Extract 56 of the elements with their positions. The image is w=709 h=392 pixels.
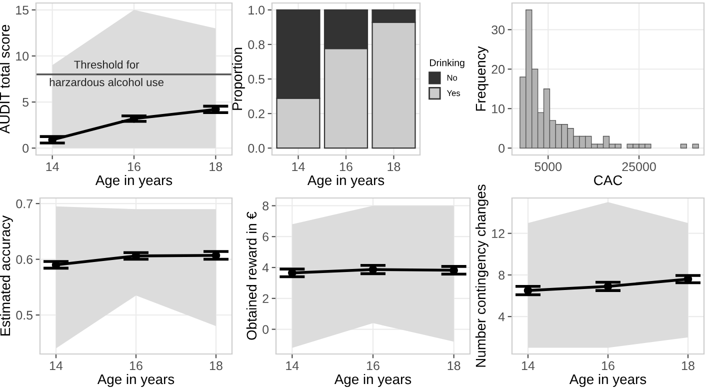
legend-title: Drinking: [430, 59, 464, 68]
y-tick-label: 0: [22, 144, 29, 153]
x-tick-label: 16: [602, 361, 614, 370]
y-tick-label: 0.6: [16, 255, 33, 264]
y-tick-label: 0.0: [248, 144, 265, 153]
y-tick-label: 20: [492, 64, 505, 74]
x-tick-label: 18: [210, 361, 222, 370]
y-tick-label: 2: [262, 294, 268, 303]
y-tick-label: 10: [16, 52, 29, 61]
legend-label: No: [447, 74, 458, 81]
x-axis-title: Age in years: [97, 374, 174, 387]
x-tick-label: 18: [448, 361, 460, 370]
y-tick-label: 8: [262, 202, 269, 210]
x-tick-label: 14: [46, 162, 59, 172]
x-tick-label: 16: [367, 361, 380, 370]
y-tick-label: 0.5: [248, 74, 265, 84]
x-tick-label: 16: [130, 361, 142, 370]
y-tick-label: 15: [16, 6, 29, 15]
y-tick-label: 12: [492, 229, 504, 238]
x-tick-label: 16: [128, 162, 140, 172]
y-tick-label: 5: [22, 98, 29, 107]
y-tick-label: 0: [498, 144, 505, 153]
x-tick-label: 16: [340, 162, 352, 172]
legend-label: Yes: [446, 90, 460, 96]
y-axis-title: Frequency: [476, 46, 488, 111]
x-tick-label: 18: [210, 162, 222, 172]
x-axis-title: Age in years: [334, 374, 412, 387]
y-axis-title: Obtained reward in €: [246, 212, 257, 340]
x-tick-label: 5000: [534, 162, 562, 172]
y-axis-title: Proportion: [232, 48, 245, 110]
ref-line-label: Threshold for harzardous alcohol use: [50, 60, 164, 86]
y-tick-label: 1.0: [248, 6, 265, 15]
x-axis-title: Age in years: [95, 174, 172, 188]
y-tick-label: 4: [262, 263, 269, 272]
y-tick-label: 0.8: [248, 40, 265, 50]
y-tick-label: 6: [262, 232, 269, 242]
y-tick-label: 10: [492, 104, 505, 114]
y-axis-title: Number contingency changes: [475, 184, 488, 367]
y-axis-title: Estimated accuracy: [0, 215, 13, 336]
x-tick-label: 14: [50, 361, 63, 370]
y-tick-label: 0: [262, 325, 269, 334]
y-tick-label: 30: [492, 25, 505, 34]
x-tick-label: 18: [682, 361, 694, 370]
x-tick-label: 18: [388, 162, 400, 172]
y-tick-label: 0.7: [16, 199, 32, 208]
x-axis-title: Age in years: [569, 374, 646, 387]
x-axis-title: Age in years: [307, 174, 384, 188]
x-axis-title: CAC: [594, 175, 622, 186]
y-tick-label: 8: [498, 270, 505, 280]
y-tick-label: 0.2: [248, 109, 264, 118]
x-tick-label: 14: [522, 361, 535, 370]
y-tick-label: 4: [498, 312, 505, 322]
x-tick-label: 14: [286, 361, 299, 370]
y-tick-label: 0.5: [16, 310, 33, 320]
x-tick-label: 25000: [622, 162, 656, 172]
x-tick-label: 14: [292, 162, 305, 172]
